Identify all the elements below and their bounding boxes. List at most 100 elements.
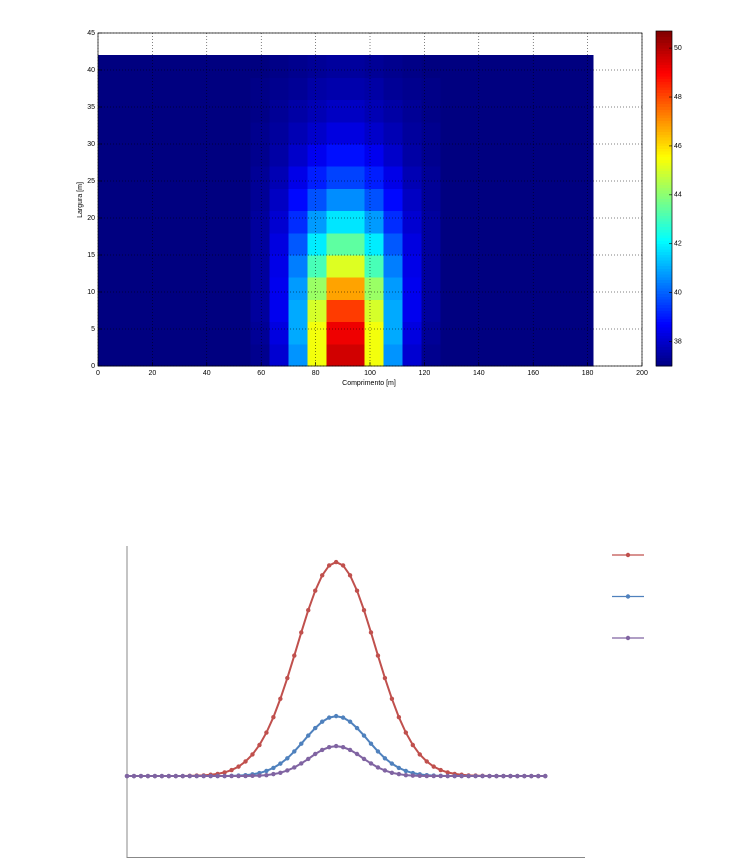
legend-marker	[625, 594, 631, 599]
heatmap-cell	[98, 232, 118, 256]
heatmap-cell	[383, 77, 404, 101]
heatmap-cell	[516, 188, 537, 212]
heatmap-cell	[326, 188, 347, 212]
x-tick-label: 40	[203, 370, 211, 377]
colorbar-step	[656, 318, 672, 322]
heatmap-cell	[326, 299, 347, 323]
heatmap-cell	[155, 277, 175, 300]
heatmap-cell	[98, 77, 118, 101]
heatmap-cell	[98, 55, 118, 78]
colorbar-step	[656, 251, 672, 255]
heatmap-cell	[440, 343, 461, 367]
heatmap-cell	[364, 343, 385, 367]
heatmap-cell	[402, 277, 423, 300]
series-marker	[326, 744, 332, 750]
heatmap-cell	[326, 55, 347, 78]
heatmap-cell	[193, 343, 213, 367]
colorbar-step	[656, 178, 672, 183]
series-marker	[201, 773, 206, 779]
colorbar-step	[656, 42, 672, 46]
colorbar-step	[656, 89, 672, 94]
colorbar-step	[656, 151, 672, 155]
heatmap-cell	[402, 99, 423, 123]
heatmap-cell	[535, 321, 556, 345]
colorbar-step	[656, 218, 672, 222]
series-marker	[271, 765, 276, 771]
colorbar-step	[656, 204, 672, 208]
heatmap-cell	[402, 55, 423, 78]
heatmap-cell	[117, 188, 137, 212]
heatmap-cell	[554, 55, 575, 78]
y-axis-label: Largura [m]	[77, 182, 84, 218]
heatmap-cell	[307, 210, 327, 234]
heatmap-cell	[307, 188, 327, 212]
heatmap-cell	[212, 55, 232, 78]
heatmap-cell	[155, 232, 175, 256]
heatmap-cell	[155, 343, 175, 367]
heatmap-cell	[383, 210, 404, 234]
colorbar-step	[656, 92, 672, 96]
colorbar-step	[656, 296, 672, 300]
colorbar-frame	[655, 30, 673, 367]
heatmap-cell	[136, 321, 156, 345]
heatmap-cell	[459, 144, 480, 167]
heatmap-cell	[345, 99, 366, 123]
heatmap-cell	[193, 232, 213, 256]
heatmap-cell	[307, 144, 327, 167]
heatmap-cell	[269, 55, 289, 78]
heatmap-cell	[155, 299, 175, 323]
heatmap-cell	[421, 77, 442, 101]
series-marker	[306, 607, 311, 613]
colorbar-step	[656, 209, 672, 214]
heatmap-cell	[288, 166, 308, 189]
x-tick-label: 100	[364, 370, 376, 377]
series-marker	[243, 773, 248, 779]
series-marker	[292, 653, 297, 658]
heatmap-cell	[497, 299, 518, 323]
heatmap-cell	[231, 321, 251, 345]
heatmap-cell	[326, 255, 347, 278]
heatmap-cell	[554, 210, 575, 234]
heatmap-cell	[212, 232, 232, 256]
heatmap-cell	[421, 121, 442, 145]
heatmap-cell	[402, 343, 423, 367]
heatmap-cell	[117, 321, 137, 345]
series-marker	[361, 756, 367, 762]
heatmap-cell	[574, 343, 594, 367]
heatmap-cell	[383, 277, 404, 300]
series-marker	[417, 773, 422, 779]
heatmap-cell	[250, 210, 270, 234]
heatmap-cell	[288, 77, 308, 101]
heatmap-cell	[250, 55, 270, 78]
heatmap-cell	[231, 255, 251, 278]
heatmap-cell	[440, 210, 461, 234]
heatmap-cell	[193, 55, 213, 78]
heatmap-cell	[288, 343, 308, 367]
heatmap-cell	[269, 210, 289, 234]
series-marker	[515, 773, 520, 779]
heatmap-cell	[574, 166, 594, 189]
series-marker	[375, 749, 381, 754]
heatmap-cell	[231, 99, 251, 123]
heatmap-cell	[307, 232, 327, 256]
heatmap-cell	[459, 121, 480, 145]
colorbar-step	[656, 240, 672, 244]
series-marker	[285, 768, 290, 773]
colorbar-step	[656, 67, 672, 71]
heatmap-cell	[136, 99, 156, 123]
heatmap-cell	[421, 299, 442, 323]
series-marker	[299, 761, 304, 766]
series-marker	[313, 588, 318, 593]
heatmap-cell	[421, 188, 442, 212]
series-marker	[361, 733, 367, 738]
heatmap-cell	[535, 77, 556, 101]
series-marker	[347, 719, 353, 724]
series-marker	[159, 773, 165, 779]
colorbar-step	[656, 285, 672, 289]
heatmap-cell	[212, 210, 232, 234]
heatmap-cell	[364, 210, 385, 234]
heatmap-cell	[497, 232, 518, 256]
series-marker	[229, 773, 234, 779]
heatmap-cell	[193, 210, 213, 234]
heatmap-cell	[383, 144, 404, 167]
